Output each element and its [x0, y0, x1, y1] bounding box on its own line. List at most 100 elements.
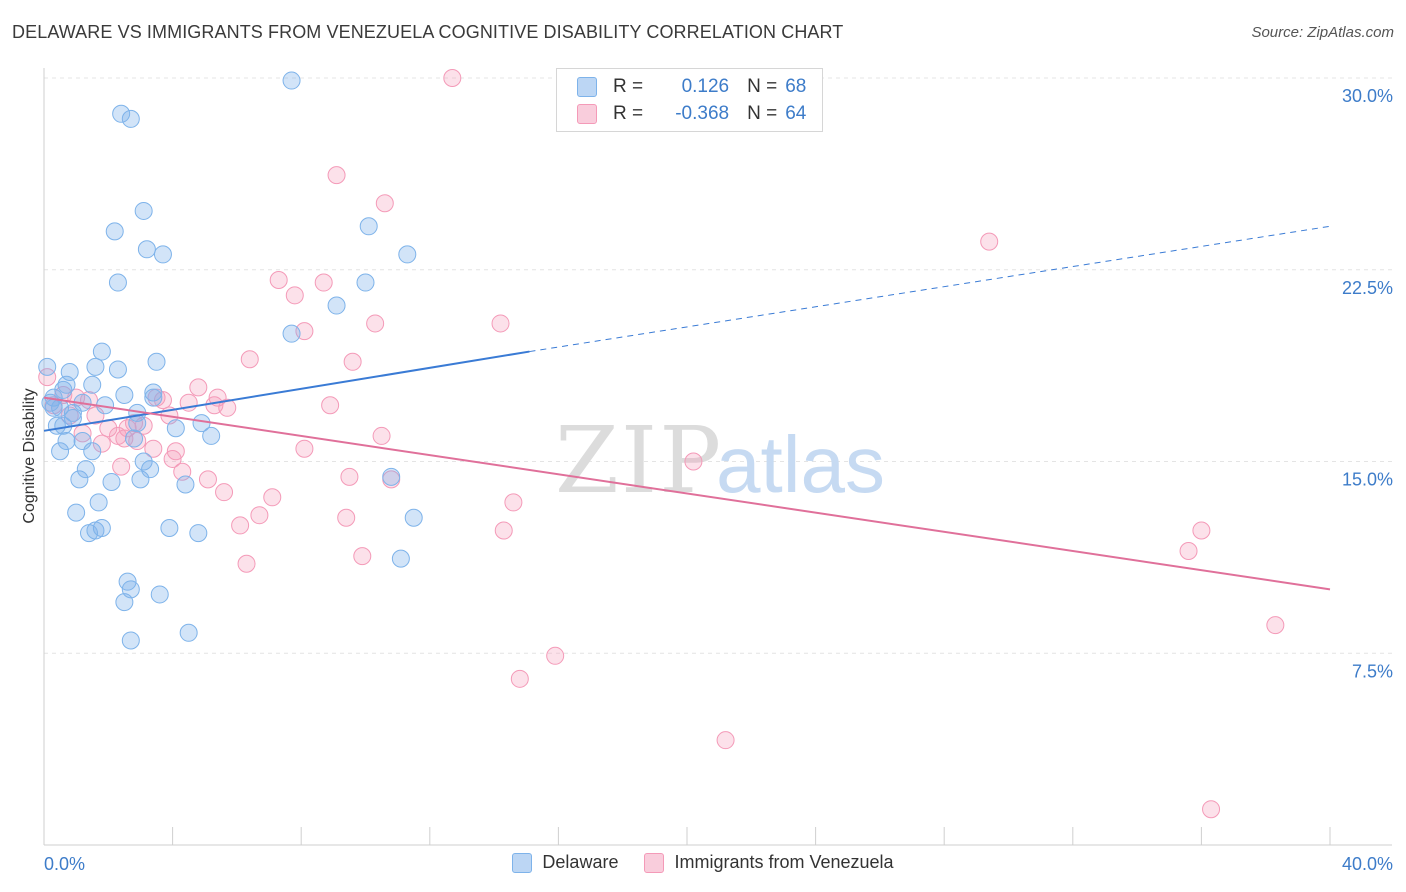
venezuela-point-50: [443, 69, 462, 87]
venezuela-point-52: [494, 521, 513, 540]
venezuela-point-38: [295, 439, 314, 458]
venezuela-point-31: [237, 554, 256, 573]
venezuela-point-47: [372, 426, 391, 445]
delaware-point-15: [76, 460, 95, 479]
venezuela-point-58: [980, 232, 999, 251]
delaware-point-44: [153, 245, 172, 264]
delaware-point-8: [57, 432, 76, 451]
venezuela-point-57: [716, 731, 735, 750]
n-label: N =: [747, 76, 778, 97]
venezuela-point-39: [314, 273, 333, 292]
delaware-point-65: [73, 432, 92, 451]
x-tick-labels: 0.0% 40.0%: [44, 854, 1393, 874]
legend-label-delaware: Delaware: [542, 852, 619, 872]
delaware-point-58: [391, 549, 410, 568]
venezuela-point-35: [269, 270, 288, 289]
venezuela-point-8: [92, 434, 111, 453]
legend-swatch-venezuela: [577, 104, 597, 124]
venezuela-point-32: [240, 350, 259, 369]
venezuela-point-46: [366, 314, 385, 333]
series-delaware-points: [38, 71, 423, 650]
delaware-point-53: [282, 324, 301, 343]
axes: [43, 68, 1392, 846]
y-tick-labels: 7.5% 15.0% 22.5% 30.0%: [1342, 86, 1393, 681]
x-tick-label-0: 0.0%: [44, 854, 85, 874]
venezuela-point-60: [1192, 521, 1211, 540]
watermark: ZIP atlas: [555, 407, 885, 514]
delaware-point-48: [179, 623, 198, 642]
delaware-point-25: [105, 222, 124, 241]
delaware-point-54: [327, 296, 346, 315]
venezuela-point-55: [546, 646, 565, 665]
delaware-point-12: [67, 503, 86, 522]
venezuela-point-45: [353, 547, 372, 566]
delaware-point-0: [38, 357, 57, 376]
venezuela-point-44: [343, 352, 362, 371]
y-tick-label-3: 30.0%: [1342, 86, 1393, 106]
venezuela-point-63: [115, 429, 134, 448]
delaware-point-23: [92, 342, 111, 361]
venezuela-point-33: [250, 506, 269, 525]
delaware-point-5: [51, 442, 70, 461]
delaware-point-45: [160, 518, 179, 537]
delaware-point-47: [176, 475, 195, 494]
y-tick-label-2: 22.5%: [1342, 278, 1393, 298]
delaware-point-24: [102, 472, 121, 491]
watermark-zip: ZIP: [555, 407, 723, 514]
trend-lines: [43, 225, 1331, 591]
y-tick-label-1: 15.0%: [1342, 470, 1393, 490]
venezuela-point-24: [189, 378, 208, 397]
venezuela-point-36: [285, 286, 304, 305]
legend-item-delaware: Delaware: [512, 852, 618, 873]
delaware-point-37: [134, 452, 153, 471]
venezuela-point-61: [1202, 800, 1221, 819]
venezuela-point-53: [504, 493, 523, 512]
delaware-point-51: [202, 426, 221, 445]
venezuela-point-56: [684, 452, 703, 471]
r-value-venezuela: -0.368: [675, 103, 730, 124]
venezuela-point-29: [218, 398, 237, 417]
venezuela-point-28: [215, 483, 234, 502]
r-label: R =: [613, 103, 644, 124]
r-label: R =: [613, 76, 644, 97]
venezuela-point-41: [327, 166, 346, 185]
venezuela-point-51: [491, 314, 510, 333]
delaware-point-20: [86, 357, 105, 376]
correlation-legend: R = 0.126 N = 68 R = -0.368 N = 64: [556, 68, 823, 132]
venezuela-point-42: [337, 508, 356, 527]
y-tick-label-0: 7.5%: [1352, 661, 1393, 681]
venezuela-point-54: [510, 669, 529, 688]
delaware-point-33: [125, 429, 144, 448]
delaware-point-46: [166, 419, 185, 438]
venezuela-point-25: [198, 470, 217, 489]
delaware-point-52: [282, 71, 301, 90]
delaware-point-59: [398, 245, 417, 264]
venezuela-point-40: [321, 396, 340, 415]
delaware-point-28: [115, 386, 134, 405]
delaware-point-22: [92, 518, 111, 537]
delaware-point-57: [382, 467, 401, 486]
venezuela-point-59: [1179, 541, 1198, 560]
delaware-point-40: [141, 460, 160, 479]
venezuela-point-16: [144, 439, 163, 458]
delaware-point-9: [60, 363, 79, 382]
delaware-point-21: [89, 493, 108, 512]
delaware-point-43: [150, 585, 169, 604]
venezuela-point-11: [112, 457, 131, 476]
delaware-point-17: [83, 375, 102, 394]
delaware-point-67: [144, 388, 163, 407]
delaware-point-32: [121, 631, 140, 650]
venezuela-point-30: [231, 516, 250, 535]
delaware-point-6: [54, 380, 73, 399]
legend-label-venezuela: Immigrants from Venezuela: [674, 852, 894, 872]
delaware-point-27: [108, 360, 127, 379]
delaware-point-13: [70, 470, 89, 489]
delaware-point-39: [137, 240, 156, 259]
series-legend: Delaware Immigrants from Venezuela: [0, 852, 1406, 873]
legend-swatch-venezuela: [644, 852, 665, 873]
venezuela-point-3: [60, 406, 79, 425]
venezuela-trend-line: [43, 396, 1331, 591]
venezuela-point-0: [38, 368, 57, 387]
y-axis-title: Cognitive Disability: [21, 388, 38, 523]
